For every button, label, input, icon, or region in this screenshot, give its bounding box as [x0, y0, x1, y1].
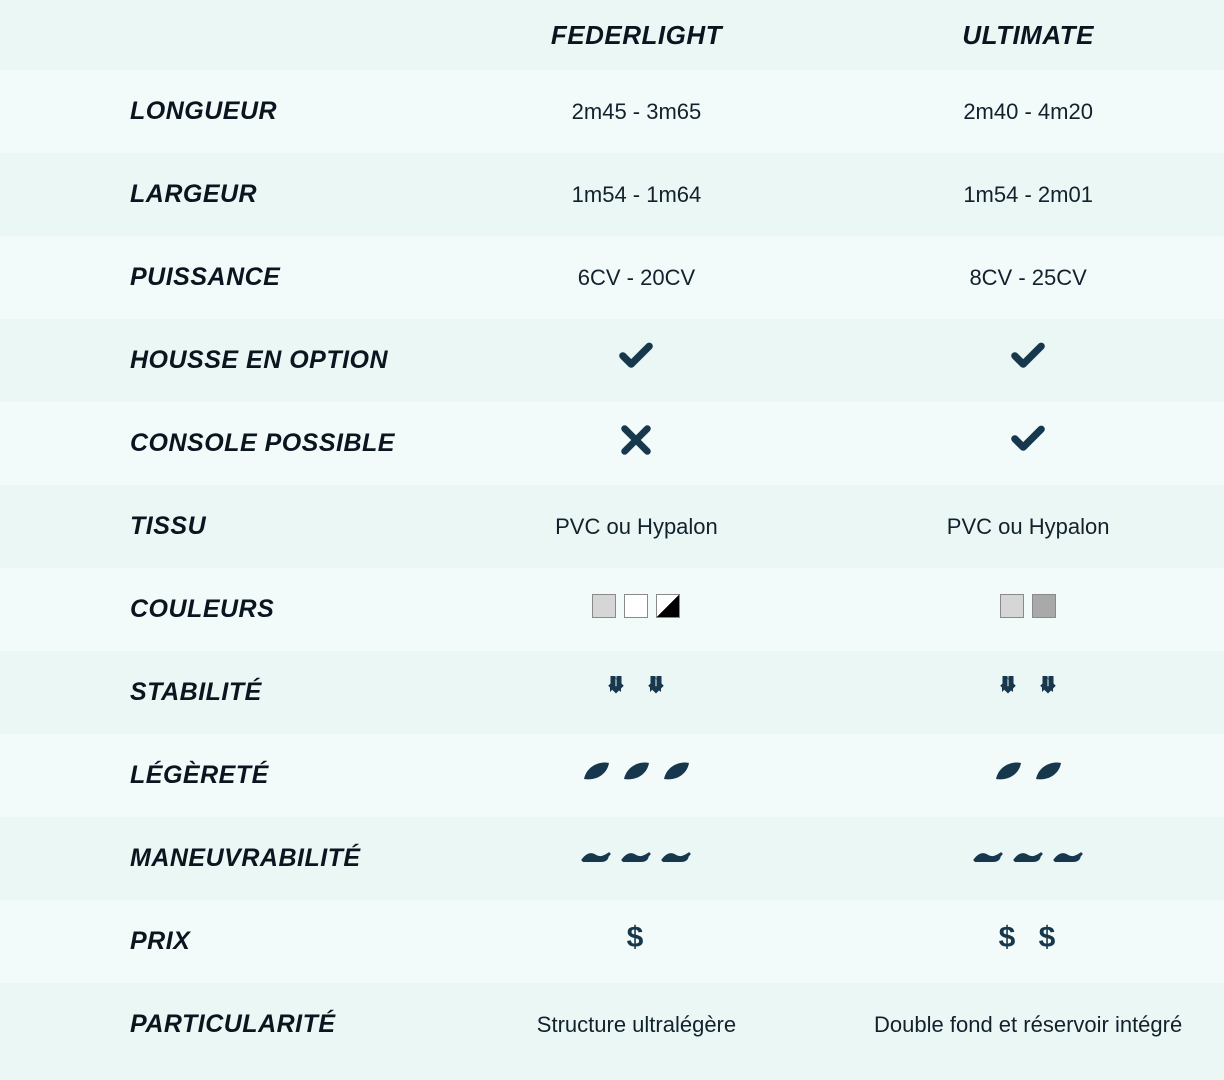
- longueur-col1: 2m45 - 3m65: [441, 90, 833, 134]
- stabilite-col2: [832, 666, 1224, 719]
- longueur-col2: 2m40 - 4m20: [832, 90, 1224, 134]
- stabilite-label: STABILITÉ: [0, 678, 441, 707]
- puissance-col2: 8CV - 25CV: [832, 256, 1224, 300]
- anchor-icon: [601, 674, 631, 704]
- wave-icon: [1013, 840, 1043, 870]
- color-swatch-half: [656, 594, 680, 618]
- prix-col1-rating: [621, 923, 651, 953]
- row-tissu: TISSU PVC ou Hypalon PVC ou Hypalon: [0, 485, 1224, 568]
- check-icon: [1010, 422, 1046, 458]
- largeur-col1: 1m54 - 1m64: [441, 173, 833, 217]
- leaf-icon: [581, 757, 611, 787]
- leaf-icon: [1033, 757, 1063, 787]
- console-col1: [441, 415, 833, 472]
- couleurs-col1-swatches: [592, 594, 680, 618]
- largeur-col2: 1m54 - 2m01: [832, 173, 1224, 217]
- puissance-col1-value: 6CV - 20CV: [578, 265, 695, 290]
- wave-icon: [581, 840, 611, 870]
- maneuvrabilite-col2: [832, 832, 1224, 885]
- tissu-col2: PVC ou Hypalon: [832, 505, 1224, 549]
- anchor-icon: [1033, 674, 1063, 704]
- anchor-icon: [641, 674, 671, 704]
- particularite-col2: Double fond et réservoir intégré: [832, 1003, 1224, 1047]
- housse-label: HOUSSE EN OPTION: [0, 346, 441, 375]
- row-couleurs: COULEURS: [0, 568, 1224, 651]
- maneuvrabilite-col1: [441, 832, 833, 885]
- particularite-col1: Structure ultralégère: [441, 1003, 833, 1047]
- couleurs-col2: [832, 586, 1224, 633]
- row-particularite: PARTICULARITÉ Structure ultralégère Doub…: [0, 983, 1224, 1066]
- dollar-icon: [993, 923, 1023, 953]
- legerete-col1: [441, 749, 833, 802]
- legerete-label: LÉGÈRETÉ: [0, 761, 441, 790]
- anchor-icon: [993, 674, 1023, 704]
- dollar-icon: [1033, 923, 1063, 953]
- couleurs-col1: [441, 586, 833, 633]
- wave-icon: [661, 840, 691, 870]
- prix-col2: [832, 915, 1224, 968]
- longueur-col2-value: 2m40 - 4m20: [963, 99, 1093, 124]
- row-console: CONSOLE POSSIBLE: [0, 402, 1224, 485]
- wave-icon: [621, 840, 651, 870]
- color-swatch-grey: [592, 594, 616, 618]
- cross-icon: [619, 423, 653, 457]
- wave-icon: [1053, 840, 1083, 870]
- maneuvrabilite-col1-rating: [581, 840, 691, 870]
- row-stabilite: STABILITÉ: [0, 651, 1224, 734]
- tissu-col2-value: PVC ou Hypalon: [947, 514, 1110, 539]
- leaf-icon: [993, 757, 1023, 787]
- row-housse: HOUSSE EN OPTION: [0, 319, 1224, 402]
- tissu-col1: PVC ou Hypalon: [441, 505, 833, 549]
- console-col2: [832, 414, 1224, 473]
- row-legerete: LÉGÈRETÉ: [0, 734, 1224, 817]
- legerete-col2: [832, 749, 1224, 802]
- longueur-col1-value: 2m45 - 3m65: [572, 99, 702, 124]
- header-row: FEDERLIGHT ULTIMATE: [0, 0, 1224, 70]
- housse-col2: [832, 331, 1224, 390]
- dollar-icon: [621, 923, 651, 953]
- puissance-col1: 6CV - 20CV: [441, 256, 833, 300]
- row-longueur: LONGUEUR 2m45 - 3m65 2m40 - 4m20: [0, 70, 1224, 153]
- stabilite-col1: [441, 666, 833, 719]
- particularite-col1-value: Structure ultralégère: [537, 1012, 736, 1037]
- row-largeur: LARGEUR 1m54 - 1m64 1m54 - 2m01: [0, 153, 1224, 236]
- color-swatch-grey: [1000, 594, 1024, 618]
- largeur-col1-value: 1m54 - 1m64: [572, 182, 702, 207]
- leaf-icon: [621, 757, 651, 787]
- puissance-col2-value: 8CV - 25CV: [969, 265, 1086, 290]
- wave-icon: [973, 840, 1003, 870]
- legerete-col2-rating: [993, 757, 1063, 787]
- couleurs-label: COULEURS: [0, 595, 441, 624]
- leaf-icon: [661, 757, 691, 787]
- tissu-col1-value: PVC ou Hypalon: [555, 514, 718, 539]
- row-puissance: PUISSANCE 6CV - 20CV 8CV - 25CV: [0, 236, 1224, 319]
- row-maneuvrabilite: MANEUVRABILITÉ: [0, 817, 1224, 900]
- longueur-label: LONGUEUR: [0, 97, 441, 126]
- largeur-col2-value: 1m54 - 2m01: [963, 182, 1093, 207]
- prix-col2-rating: [993, 923, 1063, 953]
- stabilite-col1-rating: [601, 674, 671, 704]
- legerete-col1-rating: [581, 757, 691, 787]
- color-swatch-darkgrey: [1032, 594, 1056, 618]
- header-col1: FEDERLIGHT: [441, 11, 833, 60]
- puissance-label: PUISSANCE: [0, 263, 441, 292]
- maneuvrabilite-label: MANEUVRABILITÉ: [0, 844, 441, 873]
- prix-col1: [441, 915, 833, 968]
- console-label: CONSOLE POSSIBLE: [0, 429, 441, 458]
- prix-label: PRIX: [0, 927, 441, 956]
- comparison-table: FEDERLIGHT ULTIMATE LONGUEUR 2m45 - 3m65…: [0, 0, 1224, 1066]
- check-icon: [618, 339, 654, 375]
- stabilite-col2-rating: [993, 674, 1063, 704]
- header-col2: ULTIMATE: [832, 11, 1224, 60]
- color-swatch-white: [624, 594, 648, 618]
- check-icon: [1010, 339, 1046, 375]
- maneuvrabilite-col2-rating: [973, 840, 1083, 870]
- housse-col1: [441, 331, 833, 390]
- row-prix: PRIX: [0, 900, 1224, 983]
- largeur-label: LARGEUR: [0, 180, 441, 209]
- tissu-label: TISSU: [0, 512, 441, 541]
- couleurs-col2-swatches: [1000, 594, 1056, 618]
- particularite-label: PARTICULARITÉ: [0, 1010, 441, 1039]
- particularite-col2-value: Double fond et réservoir intégré: [874, 1012, 1182, 1037]
